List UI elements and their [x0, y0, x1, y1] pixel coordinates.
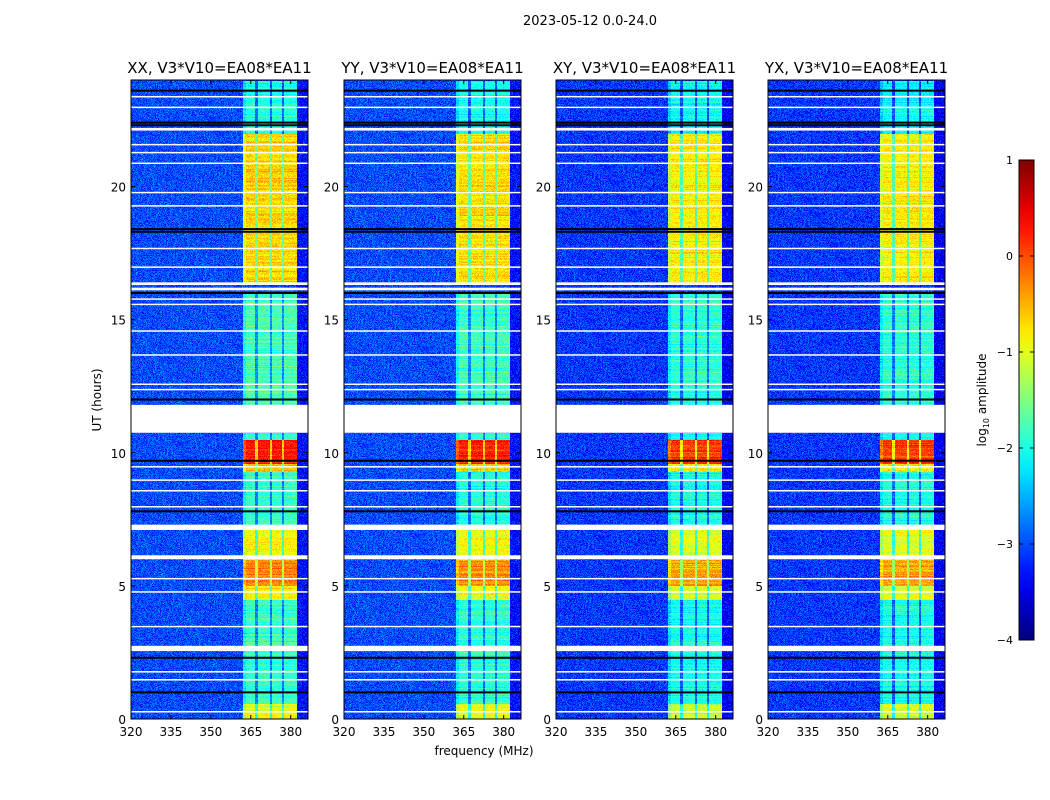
colorbar-tick-label: 1 [1006, 154, 1013, 167]
x-tick-label: 320 [545, 725, 568, 739]
x-tick-label: 365 [452, 725, 475, 739]
y-tick-label: 5 [118, 580, 126, 594]
y-tick-label: 10 [536, 447, 551, 461]
y-tick-label: 5 [755, 580, 763, 594]
colorbar-label: log10 amplitude [975, 354, 991, 447]
y-tick-label: 15 [748, 314, 763, 328]
panel-frame-2 [555, 79, 734, 720]
y-tick-label: 15 [536, 314, 551, 328]
y-tick-label: 20 [111, 181, 126, 195]
y-tick-label: 15 [111, 314, 126, 328]
x-tick-label: 335 [372, 725, 395, 739]
x-tick-label: 335 [584, 725, 607, 739]
y-tick-label: 0 [331, 713, 339, 727]
x-tick-label: 350 [624, 725, 647, 739]
x-tick-label: 320 [120, 725, 143, 739]
x-tick-label: 335 [159, 725, 182, 739]
x-tick-label: 320 [333, 725, 356, 739]
colorbar-tick-label: −3 [997, 538, 1013, 551]
y-tick-label: 10 [111, 447, 126, 461]
y-tick-label: 10 [324, 447, 339, 461]
panel-title-1: YY, V3*V10=EA08*EA11 [340, 59, 523, 77]
y-tick-label: 10 [748, 447, 763, 461]
waterfall-image-0 [131, 80, 308, 719]
y-tick-label: 5 [543, 580, 551, 594]
x-tick-label: 365 [876, 725, 899, 739]
x-tick-label: 350 [199, 725, 222, 739]
y-axis-label: UT (hours) [90, 368, 104, 431]
waterfall-image-2 [556, 80, 733, 719]
colorbar [1018, 159, 1035, 641]
x-tick-label: 365 [664, 725, 687, 739]
x-tick-label: 350 [836, 725, 859, 739]
colorbar-tick-label: −4 [997, 634, 1013, 647]
colorbar-tick-label: −1 [997, 346, 1013, 359]
y-tick-label: 5 [331, 580, 339, 594]
x-tick-label: 380 [704, 725, 727, 739]
x-tick-label: 365 [239, 725, 262, 739]
panel-title-0: XX, V3*V10=EA08*EA11 [127, 59, 311, 77]
y-tick-label: 0 [755, 713, 763, 727]
panel-frame-0 [130, 79, 309, 720]
colorbar-label-subscript: 10 [982, 418, 991, 428]
y-tick-label: 20 [536, 181, 551, 195]
colorbar-label-log: log [975, 428, 989, 446]
waterfall-image-1 [344, 80, 521, 719]
x-axis-label: frequency (MHz) [434, 744, 533, 758]
colorbar-label-rest: amplitude [975, 354, 989, 418]
panel-title-3: YX, V3*V10=EA08*EA11 [764, 59, 948, 77]
waterfall-image-3 [768, 80, 945, 719]
x-tick-label: 350 [412, 725, 435, 739]
x-tick-label: 380 [279, 725, 302, 739]
panel-title-2: XY, V3*V10=EA08*EA11 [553, 59, 736, 77]
y-tick-label: 15 [324, 314, 339, 328]
y-tick-label: 0 [543, 713, 551, 727]
x-tick-label: 335 [796, 725, 819, 739]
x-tick-label: 380 [492, 725, 515, 739]
y-tick-label: 0 [118, 713, 126, 727]
colorbar-tick-label: 0 [1006, 250, 1013, 263]
x-tick-label: 320 [757, 725, 780, 739]
panel-frame-3 [767, 79, 946, 720]
colorbar-tick-label: −2 [997, 442, 1013, 455]
y-tick-label: 20 [748, 181, 763, 195]
x-tick-label: 380 [916, 725, 939, 739]
y-tick-label: 20 [324, 181, 339, 195]
panel-frame-1 [343, 79, 522, 720]
figure-title: 2023-05-12 0.0-24.0 [523, 14, 657, 29]
